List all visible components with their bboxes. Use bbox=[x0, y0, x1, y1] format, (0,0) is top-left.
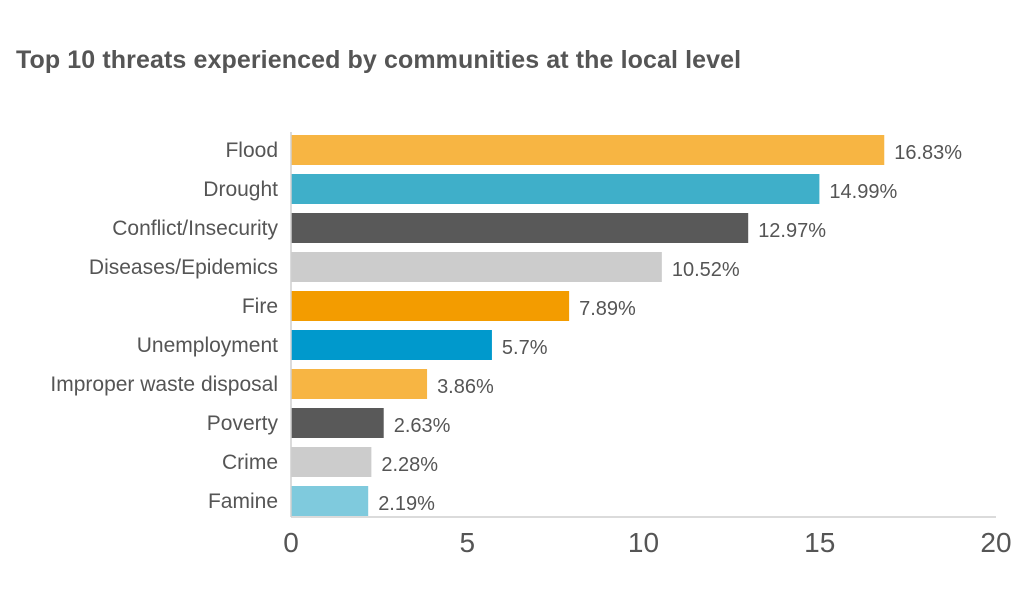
category-label-5: Unemployment bbox=[137, 334, 278, 357]
bar-4 bbox=[291, 291, 570, 321]
bar-6 bbox=[291, 369, 428, 399]
value-label-0: 16.83% bbox=[894, 142, 962, 164]
category-label-9: Famine bbox=[208, 490, 278, 513]
category-label-0: Flood bbox=[225, 139, 278, 162]
category-label-4: Fire bbox=[242, 295, 278, 318]
x-tick-label-2: 10 bbox=[628, 527, 659, 558]
x-axis-ticks: 0 5 10 15 20 bbox=[283, 527, 1011, 558]
value-label-8: 2.28% bbox=[381, 454, 438, 476]
category-label-7: Poverty bbox=[207, 412, 279, 435]
x-tick-label-3: 15 bbox=[804, 527, 835, 558]
value-label-9: 2.19% bbox=[378, 493, 435, 515]
value-label-2: 12.97% bbox=[758, 220, 826, 242]
category-label-1: Drought bbox=[203, 178, 278, 201]
chart-title: Top 10 threats experienced by communitie… bbox=[16, 46, 742, 74]
bar-7 bbox=[291, 408, 384, 438]
category-label-2: Conflict/Insecurity bbox=[112, 217, 278, 240]
labels-layer: Flood 16.83% Drought 14.99% Conflict/Insecur… bbox=[50, 139, 962, 515]
value-label-4: 7.89% bbox=[579, 298, 636, 320]
bar-8 bbox=[291, 447, 372, 477]
bar-9 bbox=[291, 486, 369, 516]
x-tick-label-0: 0 bbox=[283, 527, 299, 558]
value-label-1: 14.99% bbox=[829, 181, 897, 203]
category-label-3: Diseases/Epidemics bbox=[89, 256, 278, 279]
bar-3 bbox=[291, 252, 662, 282]
bar-0 bbox=[291, 135, 885, 165]
category-label-6: Improper waste disposal bbox=[50, 373, 278, 396]
value-label-6: 3.86% bbox=[437, 376, 494, 398]
value-label-5: 5.7% bbox=[502, 337, 548, 359]
bar-2 bbox=[291, 213, 749, 243]
x-tick-label-4: 20 bbox=[980, 527, 1011, 558]
value-label-7: 2.63% bbox=[394, 415, 451, 437]
bar-5 bbox=[291, 330, 492, 360]
category-label-8: Crime bbox=[222, 451, 278, 474]
value-label-3: 10.52% bbox=[672, 259, 740, 281]
bar-1 bbox=[291, 174, 820, 204]
x-tick-label-1: 5 bbox=[459, 527, 475, 558]
bars-layer bbox=[291, 135, 885, 516]
